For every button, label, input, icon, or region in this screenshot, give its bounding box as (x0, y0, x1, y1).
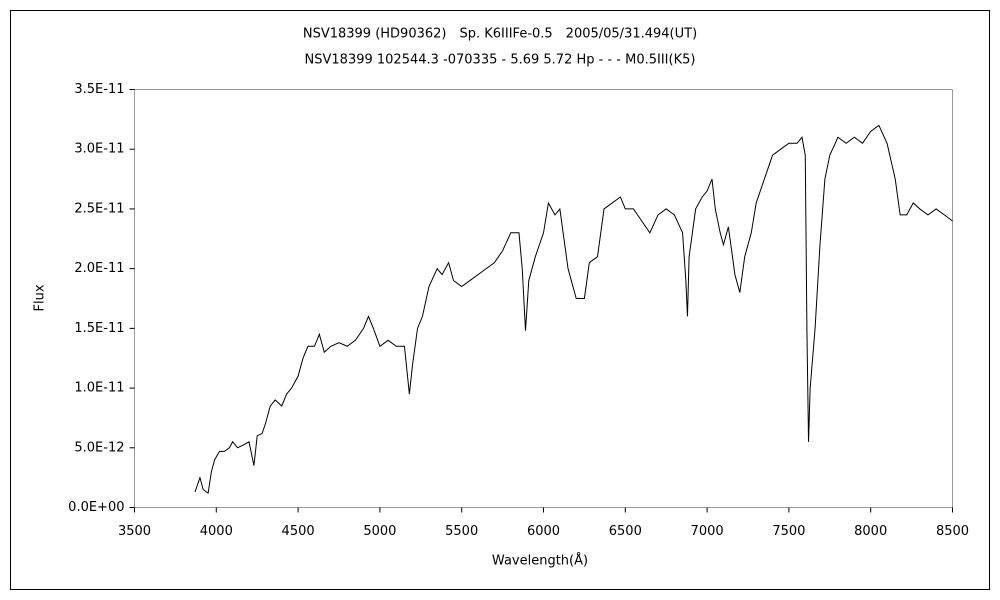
x-tick-label: 8000 (854, 524, 887, 539)
x-tick-label: 6500 (609, 524, 642, 539)
y-tick-label: 2.5E-11 (74, 201, 124, 216)
y-tick-label: 5.0E-12 (74, 440, 124, 455)
y-axis-label: Flux (33, 284, 48, 311)
x-tick-label: 5500 (445, 524, 478, 539)
x-tick-label: 4500 (282, 524, 315, 539)
x-tick-label: 8500 (936, 524, 969, 539)
x-tick-label: 7000 (691, 524, 724, 539)
y-tick-label: 0.0E+00 (68, 500, 124, 515)
spectrum-line (194, 124, 953, 495)
x-tick-label: 5000 (363, 524, 396, 539)
x-tick-label: 6000 (527, 524, 560, 539)
y-tick-label: 1.5E-11 (74, 321, 124, 336)
y-tick-label: 1.0E-11 (74, 381, 124, 396)
x-tick-label: 4000 (200, 524, 233, 539)
y-tick-label: 3.5E-11 (74, 82, 124, 97)
chart-title: NSV18399 (HD90362) Sp. K6IIIFe-0.5 2005/… (303, 27, 697, 42)
plot-area (134, 89, 953, 508)
x-axis-label: Wavelength(Å) (492, 553, 588, 569)
x-tick-label: 7500 (772, 524, 805, 539)
y-tick-label: 2.0E-11 (74, 261, 124, 276)
chart-subtitle: NSV18399 102544.3 -070335 - 5.69 5.72 Hp… (305, 53, 696, 68)
x-tick-label: 3500 (118, 524, 151, 539)
y-tick-label: 3.0E-11 (74, 142, 124, 157)
